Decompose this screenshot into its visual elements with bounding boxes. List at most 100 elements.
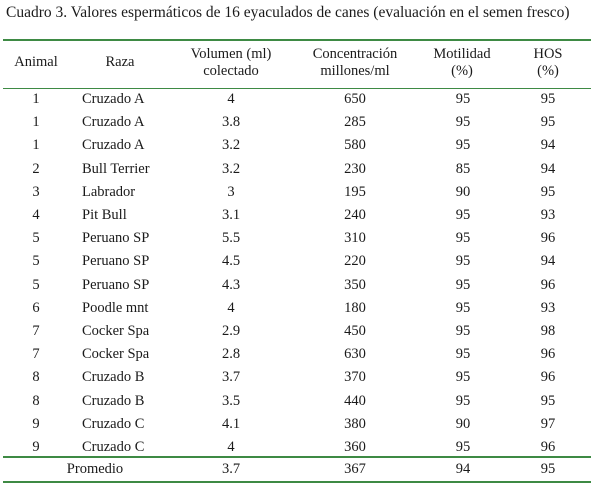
cell-motilidad: 95 xyxy=(455,276,471,293)
cell-motilidad: 95 xyxy=(455,439,471,455)
cell-raza: Pit Bull xyxy=(82,207,127,223)
cell-raza: Cocker Spa xyxy=(82,323,150,339)
cell-raza: Cruzado C xyxy=(82,415,145,432)
cell-animal: 5 xyxy=(32,276,40,293)
cell-animal: 1 xyxy=(32,137,40,154)
cell-hos: 98 xyxy=(540,323,556,339)
cell-hos: 97 xyxy=(540,415,556,432)
cell-hos: 96 xyxy=(540,439,556,455)
cell-concentracion: 310 xyxy=(344,230,366,247)
cell-motilidad: 95 xyxy=(455,207,471,223)
cell-motilidad: 95 xyxy=(455,230,471,247)
cell-volumen: 4.5 xyxy=(221,253,241,270)
cell-hos: 96 xyxy=(540,369,556,386)
cell-raza: Cruzado B xyxy=(82,369,145,386)
cell-raza: Peruano SP xyxy=(82,230,150,247)
cell-volumen: 3.5 xyxy=(221,392,241,409)
cell-volumen: 2.8 xyxy=(221,346,241,363)
cell-animal: 9 xyxy=(32,415,40,432)
cell-volumen: 3.2 xyxy=(221,137,241,154)
cell-concentracion: 350 xyxy=(344,276,366,293)
cell-motilidad: 95 xyxy=(455,91,471,107)
cell-hos: 93 xyxy=(540,207,556,223)
average-label: Promedio xyxy=(66,461,124,477)
cell-concentracion: 180 xyxy=(344,299,366,316)
cell-motilidad: 95 xyxy=(455,392,471,409)
cell-hos: 95 xyxy=(540,183,556,200)
cell-animal: 9 xyxy=(32,439,40,455)
cell-hos: 96 xyxy=(540,276,556,293)
cell-concentracion: 220 xyxy=(344,253,366,270)
cell-raza: Peruano SP xyxy=(82,276,150,293)
average-motilidad: 94 xyxy=(455,461,471,477)
cell-volumen: 3.7 xyxy=(221,369,241,386)
cell-concentracion: 440 xyxy=(344,392,366,409)
cell-motilidad: 95 xyxy=(455,346,471,363)
cell-concentracion: 630 xyxy=(344,346,366,363)
cell-volumen: 3.8 xyxy=(221,114,241,131)
cell-raza: Labrador xyxy=(82,183,136,200)
cell-motilidad: 95 xyxy=(455,137,471,154)
cell-hos: 94 xyxy=(540,137,556,154)
cell-concentracion: 285 xyxy=(344,114,366,131)
average-top-rule xyxy=(3,456,591,458)
cell-concentracion: 370 xyxy=(344,369,366,386)
cell-raza: Cruzado A xyxy=(82,91,145,107)
header-animal: Animal xyxy=(14,54,58,70)
cell-hos: 94 xyxy=(540,160,556,177)
header-raza: Raza xyxy=(105,54,135,70)
cell-concentracion: 580 xyxy=(344,137,366,154)
cell-hos: 93 xyxy=(540,299,556,316)
cell-concentracion: 195 xyxy=(344,183,366,200)
cell-motilidad: 95 xyxy=(455,323,471,339)
cell-hos: 95 xyxy=(540,91,556,107)
cell-concentracion: 650 xyxy=(344,91,366,107)
cell-volumen: 4.3 xyxy=(221,276,241,293)
cell-raza: Cruzado A xyxy=(82,114,145,131)
cell-animal: 1 xyxy=(32,114,40,131)
cell-raza: Cruzado B xyxy=(82,392,145,409)
cell-volumen: 4 xyxy=(227,439,235,455)
cell-hos: 95 xyxy=(540,392,556,409)
cell-animal: 7 xyxy=(32,323,40,339)
cell-volumen: 4.1 xyxy=(221,415,241,432)
cell-motilidad: 95 xyxy=(455,299,471,316)
header-volumen: Volumen (ml) colectado xyxy=(190,46,272,79)
cell-animal: 8 xyxy=(32,392,40,409)
cell-raza: Cruzado C xyxy=(82,439,145,455)
cell-raza: Peruano SP xyxy=(82,253,150,270)
cell-concentracion: 230 xyxy=(344,160,366,177)
cell-raza: Cocker Spa xyxy=(82,346,150,363)
cell-raza: Cruzado A xyxy=(82,137,145,154)
header-hos: HOS (%) xyxy=(533,46,563,79)
cell-volumen: 5.5 xyxy=(221,230,241,247)
cell-volumen: 3 xyxy=(227,183,235,200)
cell-animal: 8 xyxy=(32,369,40,386)
cell-concentracion: 360 xyxy=(344,439,366,455)
cell-animal: 7 xyxy=(32,346,40,363)
cell-concentracion: 380 xyxy=(344,415,366,432)
cell-motilidad: 85 xyxy=(455,160,471,177)
average-concentracion: 367 xyxy=(344,461,366,477)
cell-motilidad: 95 xyxy=(455,369,471,386)
header-bottom-rule xyxy=(3,88,591,89)
cell-volumen: 3.1 xyxy=(221,207,241,223)
cell-raza: Bull Terrier xyxy=(82,160,150,177)
cell-volumen: 4 xyxy=(227,299,235,316)
cell-motilidad: 90 xyxy=(455,183,471,200)
cell-volumen: 3.2 xyxy=(221,160,241,177)
average-hos: 95 xyxy=(540,461,556,477)
cell-hos: 95 xyxy=(540,114,556,131)
cell-motilidad: 95 xyxy=(455,253,471,270)
cell-animal: 4 xyxy=(32,207,40,223)
cell-volumen: 2.9 xyxy=(221,323,241,339)
cell-volumen: 4 xyxy=(227,91,235,107)
cell-motilidad: 95 xyxy=(455,114,471,131)
cell-motilidad: 90 xyxy=(455,415,471,432)
cell-hos: 96 xyxy=(540,230,556,247)
cell-animal: 5 xyxy=(32,253,40,270)
cell-animal: 1 xyxy=(32,91,40,107)
cell-concentracion: 240 xyxy=(344,207,366,223)
average-volumen: 3.7 xyxy=(221,461,241,477)
cell-hos: 94 xyxy=(540,253,556,270)
